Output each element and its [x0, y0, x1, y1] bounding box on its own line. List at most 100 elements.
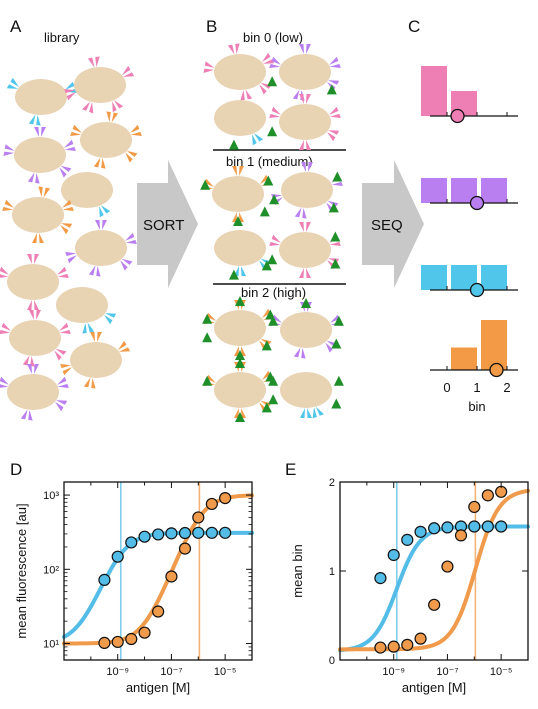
receptor-pink — [235, 43, 240, 55]
data-point-blue — [125, 536, 138, 549]
cell-purple — [0, 364, 69, 421]
cell-pink — [203, 43, 275, 101]
data-point-orange — [481, 489, 494, 502]
receptor-orange — [241, 346, 246, 356]
cell-orange — [60, 332, 131, 389]
receptor-pink — [240, 89, 245, 101]
receptor-pink — [36, 310, 41, 320]
receptor-purple — [95, 220, 100, 230]
antigen-triangle — [202, 375, 213, 386]
antigen-triangle — [332, 171, 343, 182]
cell-body — [61, 172, 113, 208]
fit-curve-blue — [338, 524, 530, 653]
receptor-pink — [329, 106, 339, 115]
x-axis-label: antigen [M] — [126, 680, 190, 695]
receptor-orange — [241, 408, 246, 418]
receptor-purple — [3, 151, 15, 157]
receptor-orange — [130, 124, 140, 133]
bin-tick-label: 0 — [443, 380, 450, 395]
receptor-orange — [60, 363, 72, 369]
antigen-triangle — [235, 358, 245, 368]
receptor-purple — [57, 383, 69, 389]
data-point-orange — [178, 542, 192, 555]
bar — [421, 66, 447, 116]
receptor-purple — [301, 347, 306, 359]
receptor-pink — [271, 106, 281, 115]
data-point-orange — [165, 570, 178, 583]
antigen-triangle — [202, 332, 213, 343]
bar — [451, 347, 477, 370]
cell-cyan — [6, 77, 77, 126]
receptor-purple — [64, 146, 76, 152]
receptor-pink — [260, 82, 272, 89]
cell-body — [214, 100, 266, 136]
data-point-blue — [481, 520, 494, 533]
data-point-orange — [111, 635, 124, 649]
cell-pink — [267, 222, 341, 278]
receptor-purple — [60, 165, 72, 172]
receptor-orange — [125, 152, 133, 163]
cell-body — [12, 197, 64, 233]
receptor-pink — [0, 274, 9, 278]
receptor-pink — [66, 92, 76, 101]
receptor-orange — [91, 377, 96, 389]
antigen-triangle — [263, 175, 274, 186]
cells-layer — [0, 43, 344, 422]
receptor-pink — [329, 241, 341, 247]
y-axis-label: mean bin — [290, 544, 305, 597]
cell-orange — [200, 166, 274, 226]
data-point-blue — [111, 550, 124, 563]
receptor-purple — [299, 44, 304, 54]
receptor-pink — [204, 61, 215, 68]
receptor-pink — [329, 113, 341, 119]
receptor-purple — [272, 314, 282, 323]
y-tick-label: 0 — [329, 655, 335, 667]
cell-body — [9, 320, 61, 356]
data-point-blue — [152, 528, 165, 541]
receptor-cyan — [10, 77, 19, 88]
antigen-triangle — [228, 139, 239, 150]
receptor-cyan — [36, 114, 41, 126]
data-point-orange — [219, 492, 232, 505]
receptor-purple — [308, 162, 313, 172]
cell-body — [214, 230, 266, 266]
antigen-triangle — [268, 394, 279, 405]
antigen-triangle — [235, 350, 245, 360]
receptor-orange — [101, 157, 106, 169]
y-axis-label: mean fluorescence [au] — [14, 503, 29, 638]
bar — [481, 265, 507, 290]
cell-body — [214, 310, 266, 346]
receptor-pink — [327, 131, 336, 142]
data-point-blue — [178, 526, 192, 540]
cell-pink — [267, 94, 341, 150]
receptor-orange — [106, 111, 111, 123]
receptor-purple — [306, 44, 311, 54]
receptor-purple — [96, 265, 101, 277]
receptor-cyan — [100, 205, 111, 214]
antigen-triangle — [261, 402, 272, 413]
receptor-orange — [239, 212, 244, 222]
receptor-cyan — [241, 266, 246, 276]
receptor-orange — [97, 332, 102, 342]
y-tick-label: 10¹ — [43, 639, 59, 651]
receptor-orange — [32, 233, 37, 243]
receptor-purple — [120, 260, 128, 271]
receptor-purple — [329, 56, 339, 65]
receptor-purple — [301, 162, 306, 172]
bar-row-pink — [421, 66, 518, 124]
receptor-cyan — [307, 408, 312, 418]
receptor-pink — [0, 266, 9, 275]
antigen-triangle — [235, 296, 245, 306]
receptor-purple — [330, 314, 340, 323]
receptor-cyan — [315, 406, 324, 416]
antigen-triangle — [267, 76, 278, 87]
bar — [481, 320, 507, 370]
receptor-pink — [59, 322, 69, 331]
receptor-purple — [269, 63, 281, 69]
receptor-cyan — [6, 84, 18, 89]
cell-body — [7, 264, 59, 300]
receptor-orange — [206, 374, 216, 383]
data-point-orange — [138, 626, 151, 639]
receptor-orange — [262, 370, 271, 381]
